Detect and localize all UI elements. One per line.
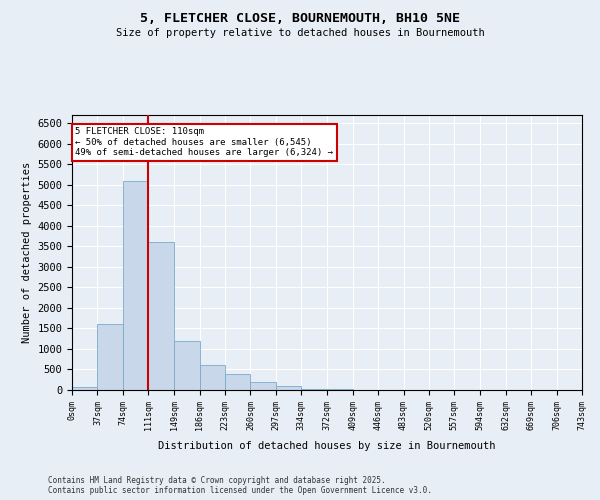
Bar: [301, 389, 328, 390]
Bar: [200, 366, 225, 390]
Bar: [123, 180, 148, 390]
Bar: [148, 242, 174, 390]
Bar: [97, 324, 123, 390]
Text: Size of property relative to detached houses in Bournemouth: Size of property relative to detached ho…: [116, 28, 484, 38]
X-axis label: Distribution of detached houses by size in Bournemouth: Distribution of detached houses by size …: [158, 441, 496, 451]
Bar: [72, 386, 97, 390]
Bar: [225, 374, 250, 390]
Y-axis label: Number of detached properties: Number of detached properties: [22, 162, 32, 343]
Text: 5 FLETCHER CLOSE: 110sqm
← 50% of detached houses are smaller (6,545)
49% of sem: 5 FLETCHER CLOSE: 110sqm ← 50% of detach…: [76, 128, 334, 157]
Bar: [250, 382, 276, 390]
Text: 5, FLETCHER CLOSE, BOURNEMOUTH, BH10 5NE: 5, FLETCHER CLOSE, BOURNEMOUTH, BH10 5NE: [140, 12, 460, 26]
Bar: [276, 386, 301, 390]
Bar: [174, 340, 200, 390]
Text: Contains HM Land Registry data © Crown copyright and database right 2025.
Contai: Contains HM Land Registry data © Crown c…: [48, 476, 432, 495]
